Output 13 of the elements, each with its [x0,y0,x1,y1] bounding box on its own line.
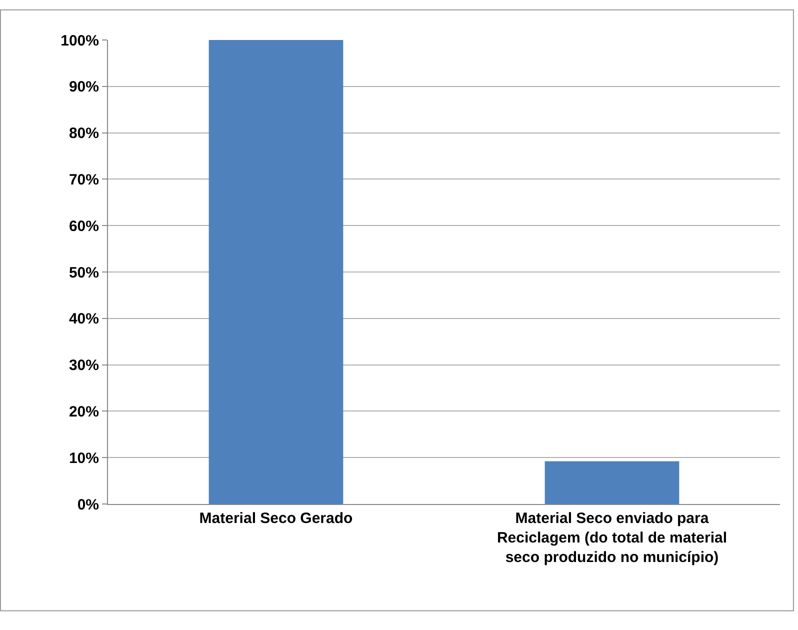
y-tick-label: 0% [77,496,99,514]
y-tick-label: 40% [68,310,99,328]
y-tick-label: 30% [68,357,99,374]
y-tick-label: 60% [68,218,99,235]
x-tick-label: Material Seco Gerado [199,510,353,527]
y-tick-label: 90% [68,78,99,96]
x-tick-label: Material Seco enviado para Reciclagem (do total de material seco produzido no município) [496,510,728,566]
y-tick-label: 20% [68,403,99,420]
y-tick-label: 100% [60,32,99,50]
y-tick-label: 10% [68,450,99,467]
y-tick-label: 80% [68,125,99,142]
y-tick-label: 70% [68,171,99,188]
y-tick-label: 50% [68,264,99,282]
